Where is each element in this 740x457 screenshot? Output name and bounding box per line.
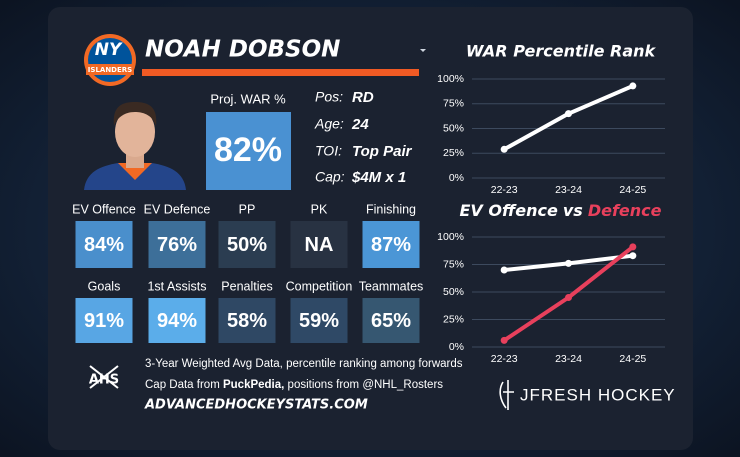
x-tick-label: 22-23 [491, 184, 518, 196]
player-name: NOAH DOBSON [145, 37, 340, 63]
y-tick-label: 25% [443, 313, 464, 325]
y-tick-label: 75% [443, 258, 464, 270]
series-point [500, 145, 508, 153]
stat-value: 94% [157, 310, 197, 332]
y-tick-label: 50% [443, 122, 464, 134]
series-point [500, 336, 508, 344]
stat-tile [362, 221, 420, 268]
stat-label: EV Offence [72, 202, 136, 216]
line-chart: WAR Percentile Rank 0% 25% 50% 75% 100% 22-23 2… [437, 42, 665, 196]
hair [113, 102, 157, 126]
stat-label: PK [311, 202, 328, 216]
footer-cap-line: Cap Data from PuckPedia, positions from … [145, 379, 443, 391]
series-point [565, 110, 572, 118]
stat-tile [362, 298, 420, 343]
stat-value: 87% [371, 234, 411, 256]
stat-value: 59% [299, 310, 339, 332]
bio-label: Cap: [315, 169, 345, 185]
bio: Pos: RD Age: 24 TOI: Top Pair Cap: $4M x 1 [314, 89, 413, 186]
y-tick-label: 50% [443, 286, 464, 298]
x-tick-label: 24-25 [619, 184, 646, 196]
stat-tile [75, 298, 133, 343]
stat-tile [148, 221, 206, 268]
series-point [629, 243, 637, 251]
series-point [565, 294, 572, 301]
x-tick-label: 22-23 [491, 353, 518, 365]
stat-label: EV Defence [144, 202, 211, 216]
proj-war-label: Proj. WAR % [210, 91, 286, 106]
logo-band [86, 64, 134, 75]
series-point [500, 266, 508, 274]
chart-title: EV Offence vs Defence [459, 201, 661, 220]
brand-icon [499, 380, 514, 410]
bio-value: $4M x 1 [351, 169, 406, 186]
bio-label: Pos: [315, 89, 343, 105]
title-connector: vs [563, 201, 583, 220]
proj-war-tile [206, 112, 291, 190]
stat-label: Penalties [221, 279, 272, 293]
stat-value: 76% [157, 234, 197, 256]
bio-value: RD [352, 89, 374, 106]
stat-label: Teammates [359, 279, 424, 293]
stat-tile [148, 298, 206, 343]
x-tick-label: 23-24 [555, 353, 582, 365]
footer-site[interactable]: ADVANCEDHOCKEYSTATS.COM [144, 398, 368, 413]
stat-label: 1st Assists [147, 279, 206, 293]
title-series: EV Offence [459, 201, 558, 220]
x-tick-label: 23-24 [555, 184, 582, 196]
name-underline [142, 69, 419, 76]
face [115, 107, 155, 157]
stat-value: 50% [227, 234, 267, 256]
stat-tile [75, 221, 133, 268]
logo-text: NY [95, 40, 123, 60]
y-tick-label: 100% [437, 73, 464, 85]
chart-title: WAR Percentile Rank [466, 42, 657, 61]
bio-value: 24 [351, 116, 369, 133]
stat-value: 58% [227, 310, 267, 332]
series-point [629, 82, 637, 90]
brand-name: JFRESH HOCKEY [520, 385, 676, 404]
stat-value: 91% [84, 310, 124, 332]
player-photo [84, 102, 186, 190]
stat-tile [290, 221, 348, 268]
stat-value: NA [305, 234, 334, 256]
ahs-text: AHS [89, 373, 119, 388]
y-tick-label: 25% [443, 147, 464, 159]
footer-note: 3-Year Weighted Avg Data, percentile ran… [145, 358, 463, 370]
stat-label: Finishing [366, 202, 416, 216]
x-tick-label: 24-25 [619, 353, 646, 365]
stat-value: 65% [371, 310, 411, 332]
bio-label: TOI: [315, 143, 342, 159]
stat-tile [218, 221, 276, 268]
stat-label: PP [239, 202, 256, 216]
y-tick-label: 75% [443, 98, 464, 110]
dropdown-arrow[interactable] [420, 49, 426, 52]
stat-value: 84% [84, 234, 124, 256]
title-series: Defence [588, 201, 662, 220]
stat-label: Goals [88, 279, 121, 293]
y-tick-label: 0% [449, 172, 464, 184]
stat-label: Competition [286, 279, 353, 293]
series-point [565, 259, 572, 267]
charts: WAR Percentile Rank 0% 25% 50% 75% 100% 22-23 2… [437, 42, 665, 365]
bio-value: Top Pair [352, 143, 413, 160]
cap-source[interactable]: PuckPedia, [223, 379, 284, 391]
crossed-sticks [89, 365, 119, 389]
ahs-logo: AHS [89, 365, 119, 389]
logo-subtext: ISLANDERS [88, 66, 132, 74]
stat-tile [218, 298, 276, 343]
y-tick-label: 0% [449, 341, 464, 353]
team-logo: NY ISLANDERS [84, 34, 136, 86]
bio-label: Age: [314, 116, 344, 132]
cap-suffix: positions from @NHL_Rosters [284, 379, 443, 391]
cap-prefix: Cap Data from [145, 379, 223, 391]
line-chart: EV Offence vs Defence 0% 25% 50% 75% 100% 22-23 2… [437, 201, 665, 365]
y-tick-label: 100% [437, 231, 464, 243]
proj-war-value: 82% [214, 131, 282, 169]
stat-tile [290, 298, 348, 343]
series-point [629, 252, 637, 260]
stat-tiles: EV Offence 84% EV Defence 76% PP 50% PK NA Finis… [72, 202, 423, 343]
